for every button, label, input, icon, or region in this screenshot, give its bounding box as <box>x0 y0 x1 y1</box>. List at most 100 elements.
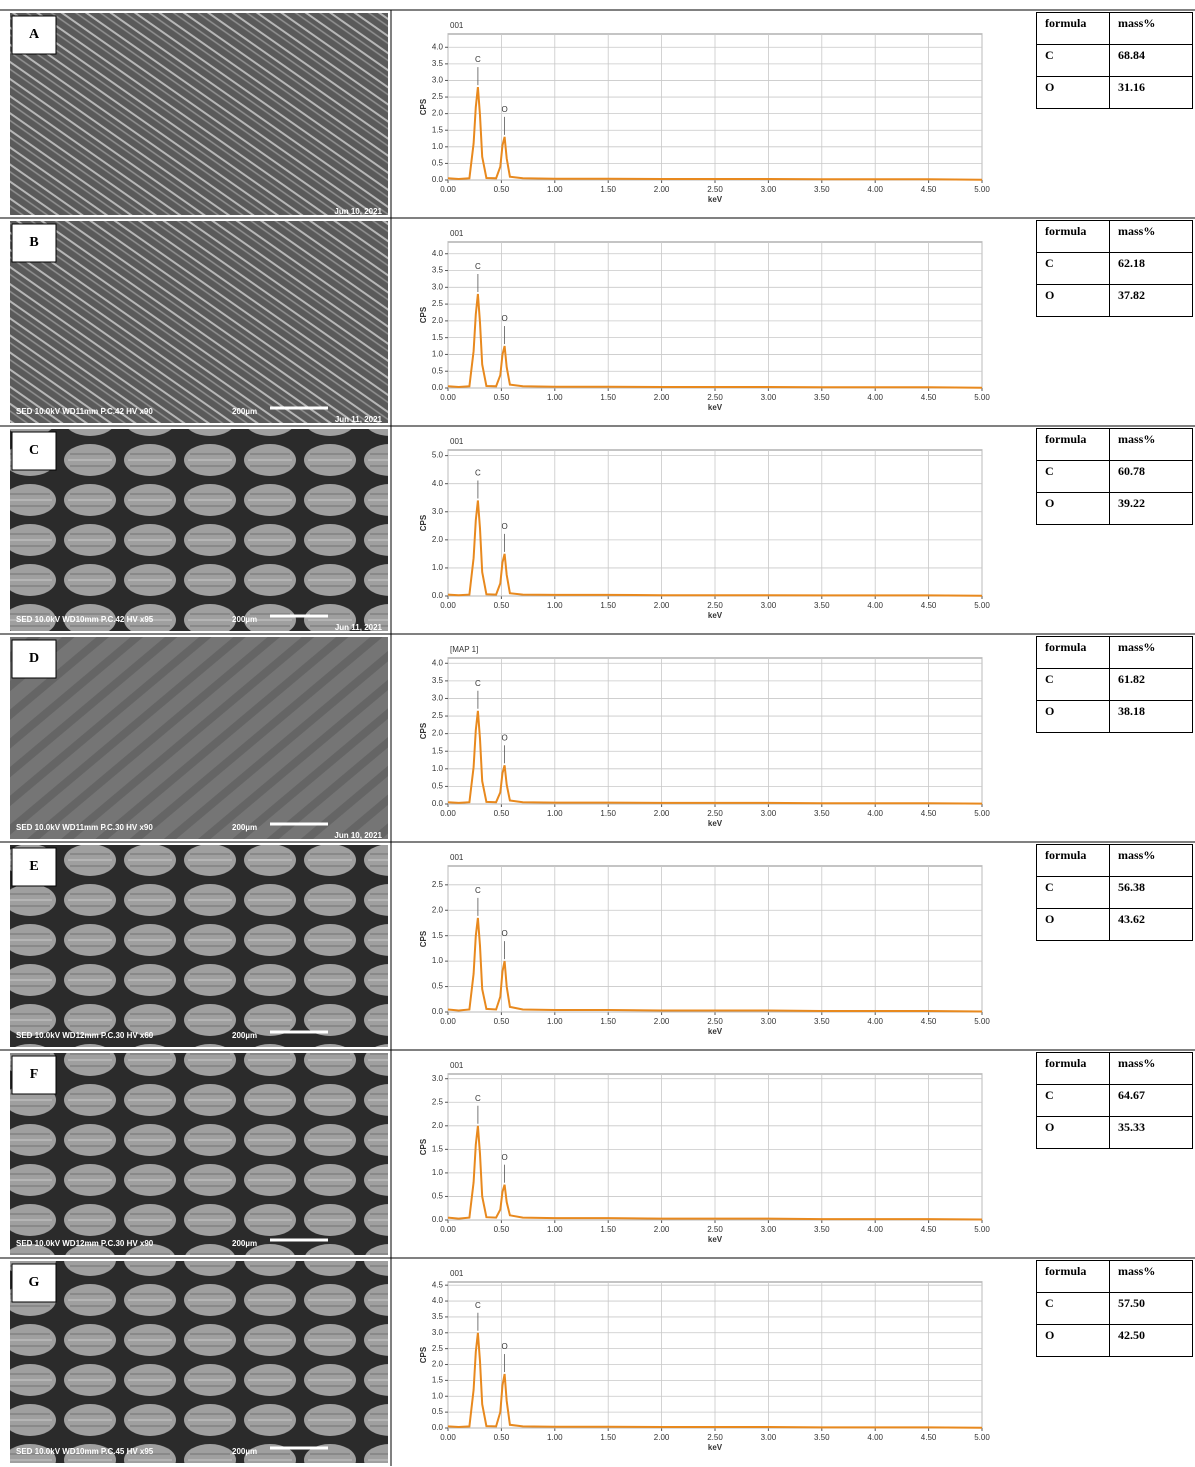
x-tick-label: 0.50 <box>494 1433 510 1442</box>
sem-shade <box>10 429 388 631</box>
table-cell: 57.50 <box>1110 1293 1193 1325</box>
y-tick-label: 0.0 <box>432 1007 444 1016</box>
table-cell: mass% <box>1110 637 1193 669</box>
y-tick-label: 5.0 <box>432 451 444 460</box>
y-tick-label: 3.0 <box>432 1328 444 1337</box>
x-tick-label: 3.00 <box>761 1433 777 1442</box>
x-tick-label: 2.00 <box>654 809 670 818</box>
y-tick-label: 2.5 <box>432 92 444 101</box>
panel-label: C <box>29 443 39 458</box>
sem-date: Jun 10, 2021 <box>334 831 382 840</box>
x-tick-label: 3.00 <box>761 601 777 610</box>
panel-label: E <box>29 859 38 874</box>
x-tick-label: 2.00 <box>654 185 670 194</box>
x-tick-label: 0.00 <box>440 393 456 402</box>
table-cell: 39.22 <box>1110 493 1193 525</box>
y-axis-label: CPS <box>419 930 428 947</box>
x-tick-label: 2.50 <box>707 809 723 818</box>
sem-date: Jun 11, 2021 <box>335 415 383 424</box>
x-tick-label: 4.00 <box>867 1225 883 1234</box>
y-tick-label: 1.5 <box>432 746 444 755</box>
table-cell: O <box>1037 909 1110 941</box>
table-cell: 60.78 <box>1110 461 1193 493</box>
x-tick-label: 2.50 <box>707 1433 723 1442</box>
table-row: formulamass% <box>1037 637 1193 669</box>
x-tick-label: 4.50 <box>921 1433 937 1442</box>
x-tick-label: 3.50 <box>814 185 830 194</box>
table-cell: 43.62 <box>1110 909 1193 941</box>
peak-label: O <box>501 1342 507 1351</box>
chart-title: 001 <box>450 853 464 862</box>
y-axis-label: CPS <box>419 98 428 115</box>
x-tick-label: 1.50 <box>600 601 616 610</box>
panel-label: D <box>29 651 39 666</box>
y-tick-label: 3.5 <box>432 59 444 68</box>
y-tick-label: 3.5 <box>432 676 444 685</box>
y-tick-label: 1.5 <box>432 1376 444 1385</box>
x-tick-label: 4.00 <box>867 185 883 194</box>
y-tick-label: 4.0 <box>432 658 444 667</box>
y-tick-label: 3.5 <box>432 1312 444 1321</box>
x-axis-label: keV <box>708 1235 723 1244</box>
x-tick-label: 3.50 <box>814 1225 830 1234</box>
x-tick-label: 0.50 <box>494 185 510 194</box>
sem-info: SED 10.0kV WD11mm P.C.42 HV x90 <box>16 407 153 416</box>
peak-label: O <box>501 314 507 323</box>
table-row: C57.50 <box>1037 1293 1193 1325</box>
y-tick-label: 0.0 <box>432 175 444 184</box>
x-tick-label: 0.50 <box>494 601 510 610</box>
y-axis-label: CPS <box>419 722 428 739</box>
peak-label: C <box>475 886 481 895</box>
x-tick-label: 2.50 <box>707 1225 723 1234</box>
sem-scale: 200µm <box>232 615 257 624</box>
y-tick-label: 3.0 <box>432 694 444 703</box>
y-tick-label: 3.0 <box>432 76 444 85</box>
composition-table: formulamass%C60.78O39.22 <box>1036 428 1193 525</box>
table-row: O38.18 <box>1037 701 1193 733</box>
sem-scale: 200µm <box>232 1239 257 1248</box>
sem-info: SED 10.0kV WD12mm P.C.30 HV x90 <box>16 1239 154 1248</box>
y-tick-label: 0.0 <box>432 591 444 600</box>
x-tick-label: 5.00 <box>974 601 990 610</box>
x-tick-label: 5.00 <box>974 1225 990 1234</box>
y-tick-label: 2.0 <box>432 109 444 118</box>
table-cell: O <box>1037 285 1110 317</box>
y-axis-label: CPS <box>419 306 428 323</box>
table-row: O35.33 <box>1037 1117 1193 1149</box>
y-tick-label: 2.0 <box>432 1360 444 1369</box>
x-axis-label: keV <box>708 611 723 620</box>
sem-scale: 200µm <box>232 407 257 416</box>
y-tick-label: 2.5 <box>432 1344 444 1353</box>
x-tick-label: 5.00 <box>974 393 990 402</box>
table-row: O31.16 <box>1037 77 1193 109</box>
x-tick-label: 1.50 <box>600 393 616 402</box>
y-tick-label: 2.0 <box>432 729 444 738</box>
table-cell: 64.67 <box>1110 1085 1193 1117</box>
table-cell: 62.18 <box>1110 253 1193 285</box>
composition-table: formulamass%C61.82O38.18 <box>1036 636 1193 733</box>
peak-label: O <box>501 522 507 531</box>
panel-label: F <box>30 1067 39 1082</box>
table-cell: mass% <box>1110 13 1193 45</box>
table-cell: O <box>1037 1117 1110 1149</box>
x-tick-label: 1.50 <box>600 1433 616 1442</box>
y-tick-label: 1.0 <box>432 764 444 773</box>
y-tick-label: 4.0 <box>432 42 444 51</box>
table-cell: 61.82 <box>1110 669 1193 701</box>
peak-label: O <box>501 1153 507 1162</box>
x-tick-label: 0.50 <box>494 809 510 818</box>
x-tick-label: 1.50 <box>600 185 616 194</box>
chart-title: 001 <box>450 1061 464 1070</box>
peak-label: O <box>501 105 507 114</box>
table-row: C64.67 <box>1037 1085 1193 1117</box>
sem-shade <box>10 845 388 1047</box>
x-tick-label: 2.00 <box>654 1017 670 1026</box>
x-tick-label: 0.50 <box>494 393 510 402</box>
y-axis-label: CPS <box>419 1346 428 1363</box>
sem-scale: 200µm <box>232 1031 257 1040</box>
x-tick-label: 4.50 <box>921 809 937 818</box>
